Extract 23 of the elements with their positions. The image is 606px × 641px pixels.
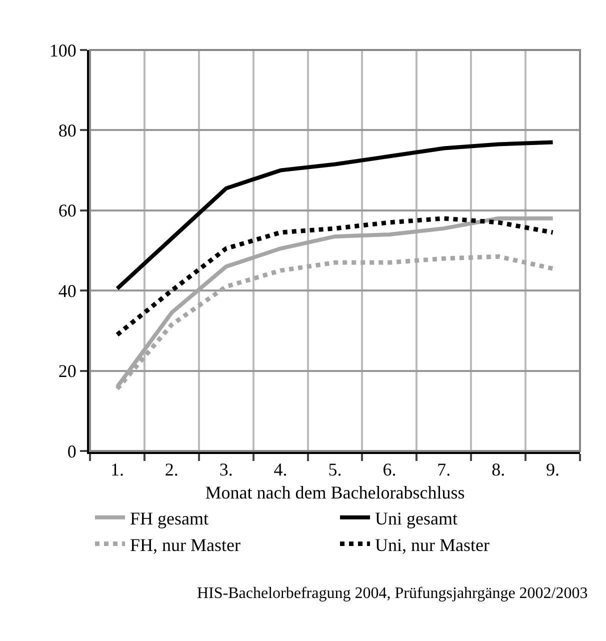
x-tick-label: 9.	[546, 460, 560, 480]
y-tick-label: 0	[67, 441, 76, 462]
x-tick-label: 6.	[382, 460, 396, 480]
x-tick-label: 5.	[328, 460, 342, 480]
x-tick-label: 8.	[492, 460, 506, 480]
x-tick-label: 2.	[164, 460, 178, 480]
line-series	[114, 216, 556, 337]
x-axis-title: Monat nach dem Bachelorabschluss	[205, 482, 465, 503]
x-tick-label: 4.	[274, 460, 288, 480]
x-tick-label: 7.	[437, 460, 451, 480]
legend-label: Uni gesamt	[375, 508, 458, 528]
y-tick-label: 60	[58, 200, 76, 221]
legend-label: FH gesamt	[130, 508, 208, 528]
y-tick-label: 100	[49, 40, 76, 60]
x-tick-label: 1.	[110, 460, 124, 480]
y-tick-label: 20	[58, 361, 76, 382]
text: HIS-Bachelorbefragung 2004, Prüfungsjahrgänge 2002/2003	[197, 585, 588, 602]
y-tick-label: 80	[58, 120, 76, 140]
x-tick-label: 3.	[219, 460, 233, 480]
legend-label: FH, nur Master	[130, 534, 240, 555]
y-tick-label: 40	[58, 280, 76, 301]
line-series	[115, 140, 555, 291]
legend-label: Uni, nur Master	[375, 534, 490, 555]
